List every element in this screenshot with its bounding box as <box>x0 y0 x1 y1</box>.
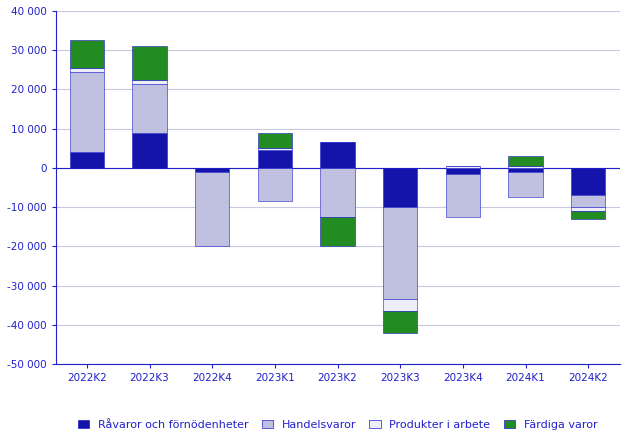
Bar <box>383 299 417 311</box>
Bar <box>571 207 605 211</box>
Bar <box>508 168 542 172</box>
Legend: Råvaror och förnödenheter, Handelsvaror, Produkter i arbete, Färdiga varor: Råvaror och förnödenheter, Handelsvaror,… <box>73 416 602 435</box>
Bar <box>70 152 104 168</box>
Bar <box>320 168 355 217</box>
Bar <box>195 168 229 172</box>
Bar <box>571 195 605 207</box>
Bar <box>70 40 104 68</box>
Bar <box>446 166 480 168</box>
Bar <box>70 72 104 152</box>
Bar <box>446 174 480 217</box>
Bar <box>508 156 542 166</box>
Bar <box>132 46 167 79</box>
Bar <box>257 150 292 168</box>
Bar <box>132 133 167 168</box>
Bar <box>70 68 104 72</box>
Bar <box>257 148 292 150</box>
Bar <box>132 79 167 83</box>
Bar <box>320 143 355 168</box>
Bar <box>257 168 292 201</box>
Bar <box>571 168 605 195</box>
Bar <box>383 207 417 299</box>
Bar <box>571 211 605 219</box>
Bar <box>508 172 542 197</box>
Bar <box>257 133 292 148</box>
Bar <box>320 217 355 246</box>
Bar <box>508 166 542 168</box>
Bar <box>132 83 167 133</box>
Bar <box>446 168 480 174</box>
Bar <box>383 311 417 333</box>
Bar <box>383 168 417 207</box>
Bar <box>195 172 229 246</box>
